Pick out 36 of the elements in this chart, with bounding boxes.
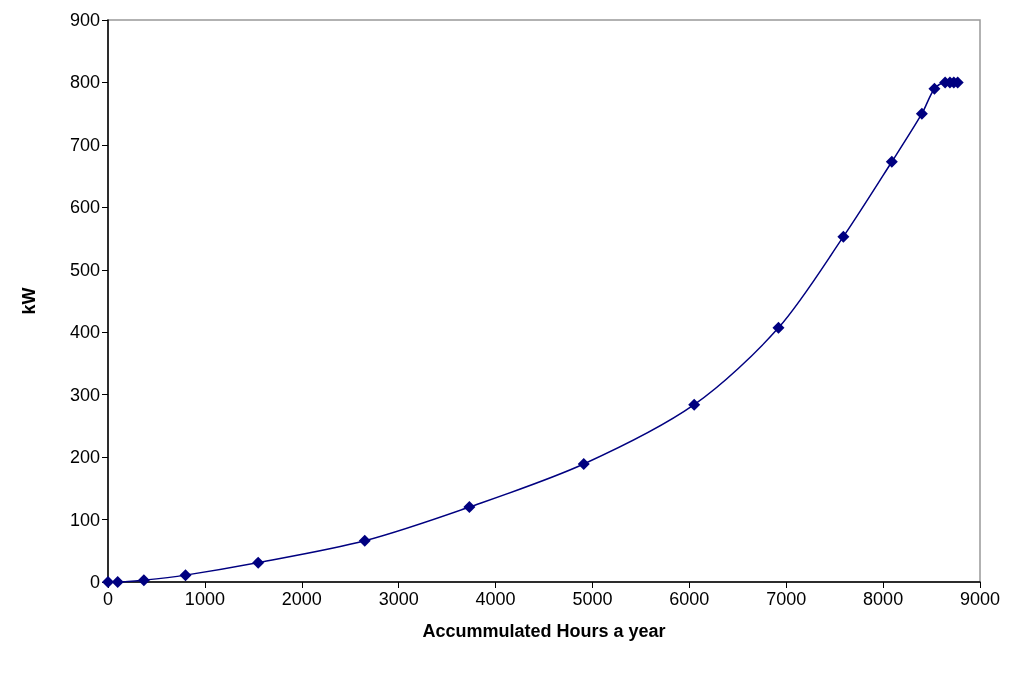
x-tick-label: 4000	[475, 589, 516, 609]
y-tick-label: 500	[69, 259, 100, 280]
y-tick-label: 100	[69, 509, 100, 530]
y-axis-title: kW	[19, 287, 39, 315]
point	[837, 230, 850, 243]
x-tick-label: 3000	[378, 589, 419, 609]
x-axis-title: Accummulated Hours a year	[422, 621, 666, 641]
y-tick-label: 600	[69, 197, 100, 218]
point	[179, 569, 192, 582]
x-tick-label: 6000	[669, 589, 710, 609]
y-tick-label: 900	[69, 10, 100, 30]
x-tick-label: 1000	[184, 589, 225, 609]
x-tick-label: 8000	[863, 589, 904, 609]
point	[358, 534, 371, 547]
x-tick-label: 7000	[766, 589, 807, 609]
x-tick-label: 2000	[281, 589, 322, 609]
point	[463, 501, 476, 514]
point	[928, 82, 941, 95]
x-tick-label: 0	[102, 589, 114, 609]
x-tick-label: 9000	[959, 589, 1001, 609]
y-tick-label: 800	[69, 72, 100, 93]
y-tick-label: 400	[69, 322, 100, 343]
point	[111, 576, 124, 588]
y-tick-label: 200	[69, 447, 100, 468]
point	[915, 107, 928, 120]
point	[885, 155, 898, 168]
x-tick-label: 5000	[572, 589, 613, 609]
y-tick-label: 0	[89, 572, 100, 592]
point	[688, 398, 701, 411]
point	[252, 556, 265, 569]
y-tick-label: 700	[69, 134, 100, 155]
y-tick-label: 300	[69, 384, 100, 405]
point	[577, 457, 590, 470]
point	[772, 321, 785, 334]
point	[137, 574, 150, 587]
point	[102, 576, 114, 588]
